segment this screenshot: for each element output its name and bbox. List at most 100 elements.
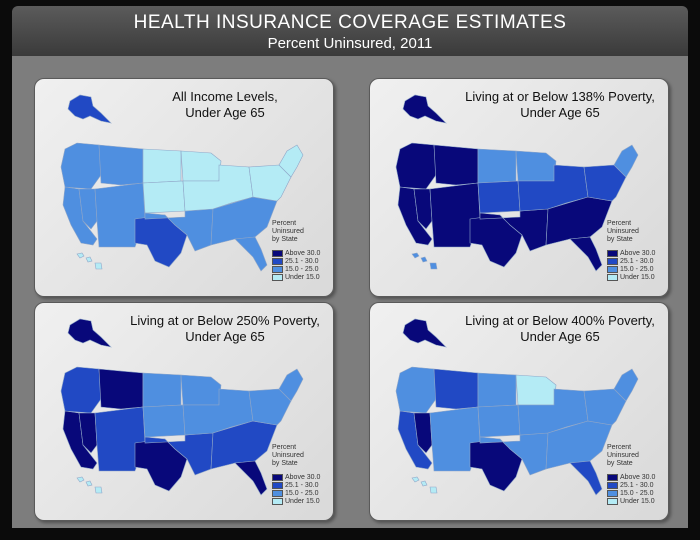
legend-label: Above 30.0 bbox=[620, 474, 656, 481]
panel-title-line2: Under Age 65 bbox=[185, 329, 265, 344]
legend-title-line: by State bbox=[272, 236, 298, 243]
region-florida bbox=[569, 236, 603, 272]
legend-title-line: Uninsured bbox=[607, 228, 639, 235]
region-upper-midwest bbox=[515, 374, 557, 406]
legend-swatch bbox=[607, 482, 618, 489]
panel-title-line1: Living at or Below 250% Poverty, bbox=[130, 313, 320, 328]
legend-item: Under 15.0 bbox=[607, 498, 667, 506]
panel-title: All Income Levels, Under Age 65 bbox=[125, 89, 325, 121]
legend-swatch bbox=[607, 490, 618, 497]
legend: Percent Uninsured by State Above 30.0 25.1 -… bbox=[607, 220, 667, 282]
us-map bbox=[395, 318, 639, 496]
legend-item: Under 15.0 bbox=[272, 274, 332, 282]
legend-title-line: Uninsured bbox=[272, 228, 304, 235]
region-hawaii bbox=[411, 476, 438, 494]
region-hawaii bbox=[411, 252, 438, 270]
legend-item: Above 30.0 bbox=[272, 250, 332, 258]
region-florida bbox=[234, 460, 268, 496]
region-northeast bbox=[278, 144, 304, 178]
legend-label: Under 15.0 bbox=[285, 498, 320, 505]
us-map bbox=[60, 318, 304, 496]
region-mountain-north bbox=[433, 368, 479, 410]
legend-label: 15.0 - 25.0 bbox=[620, 490, 654, 497]
region-northeast bbox=[613, 144, 639, 178]
region-mountain-north bbox=[433, 144, 479, 186]
legend-label: 15.0 - 25.0 bbox=[285, 266, 319, 273]
region-northwest bbox=[395, 366, 437, 414]
map-panel-138-poverty: Living at or Below 138% Poverty, Under A… bbox=[369, 78, 669, 297]
region-northwest bbox=[395, 142, 437, 190]
legend-label: 15.0 - 25.0 bbox=[620, 266, 654, 273]
region-florida bbox=[569, 460, 603, 496]
region-northern-plains bbox=[477, 372, 517, 408]
region-hawaii bbox=[76, 252, 103, 270]
panel-title-line1: Living at or Below 138% Poverty, bbox=[465, 89, 655, 104]
region-northeast bbox=[278, 368, 304, 402]
legend-item: 15.0 - 25.0 bbox=[607, 490, 667, 498]
legend-label: 15.0 - 25.0 bbox=[285, 490, 319, 497]
region-upper-midwest bbox=[180, 150, 222, 182]
map-board: All Income Levels, Under Age 65 Percent U… bbox=[12, 56, 688, 528]
region-nevada bbox=[78, 412, 98, 454]
region-central-plains bbox=[477, 404, 521, 438]
legend-swatch bbox=[272, 266, 283, 273]
legend-title: Percent Uninsured by State bbox=[272, 220, 332, 244]
legend-item: Above 30.0 bbox=[607, 474, 667, 482]
legend-label: Above 30.0 bbox=[620, 250, 656, 257]
legend-swatch bbox=[607, 250, 618, 257]
legend-label: 25.1 - 30.0 bbox=[285, 482, 319, 489]
legend-label: Under 15.0 bbox=[620, 274, 655, 281]
legend-title: Percent Uninsured by State bbox=[607, 220, 667, 244]
panel-title: Living at or Below 138% Poverty, Under A… bbox=[460, 89, 660, 121]
legend-item: Above 30.0 bbox=[272, 474, 332, 482]
legend-title: Percent Uninsured by State bbox=[607, 444, 667, 468]
legend-item: 25.1 - 30.0 bbox=[607, 258, 667, 266]
region-mountain-north bbox=[98, 368, 144, 410]
region-northeast bbox=[613, 368, 639, 402]
panel-title: Living at or Below 400% Poverty, Under A… bbox=[460, 313, 660, 345]
region-florida bbox=[234, 236, 268, 272]
region-nevada bbox=[413, 412, 433, 454]
panel-title-line2: Under Age 65 bbox=[185, 105, 265, 120]
region-alaska bbox=[67, 94, 112, 124]
region-nevada bbox=[413, 188, 433, 230]
region-alaska bbox=[402, 94, 447, 124]
us-map bbox=[395, 94, 639, 272]
region-northwest bbox=[60, 142, 102, 190]
region-hawaii bbox=[76, 476, 103, 494]
map-panel-250-poverty: Living at or Below 250% Poverty, Under A… bbox=[34, 302, 334, 521]
region-northern-plains bbox=[142, 372, 182, 408]
legend-swatch bbox=[272, 482, 283, 489]
legend: Percent Uninsured by State Above 30.0 25.1 -… bbox=[272, 220, 332, 282]
legend-title-line: by State bbox=[272, 460, 298, 467]
page-title: HEALTH INSURANCE COVERAGE ESTIMATES bbox=[133, 12, 567, 33]
region-nevada bbox=[78, 188, 98, 230]
legend-label: 25.1 - 30.0 bbox=[620, 258, 654, 265]
us-map bbox=[60, 94, 304, 272]
legend-swatch bbox=[607, 258, 618, 265]
panel-title-line1: All Income Levels, bbox=[172, 89, 278, 104]
legend-item: 15.0 - 25.0 bbox=[607, 266, 667, 274]
legend-item: Under 15.0 bbox=[607, 274, 667, 282]
legend-label: 25.1 - 30.0 bbox=[620, 482, 654, 489]
legend-item: 15.0 - 25.0 bbox=[272, 266, 332, 274]
legend-swatch bbox=[272, 250, 283, 257]
region-northern-plains bbox=[477, 148, 517, 184]
legend-item: 15.0 - 25.0 bbox=[272, 490, 332, 498]
legend: Percent Uninsured by State Above 30.0 25.1 -… bbox=[272, 444, 332, 506]
legend-swatch bbox=[272, 490, 283, 497]
map-panel-all-income: All Income Levels, Under Age 65 Percent U… bbox=[34, 78, 334, 297]
legend-item: 25.1 - 30.0 bbox=[272, 482, 332, 490]
region-northwest bbox=[60, 366, 102, 414]
legend-title-line: Percent bbox=[607, 220, 632, 227]
legend-label: Under 15.0 bbox=[620, 498, 655, 505]
legend-swatch bbox=[607, 474, 618, 481]
region-central-plains bbox=[142, 404, 186, 438]
region-upper-midwest bbox=[515, 150, 557, 182]
legend-title-line: Percent bbox=[607, 444, 632, 451]
legend-swatch bbox=[272, 498, 283, 505]
region-alaska bbox=[402, 318, 447, 348]
legend-title-line: Percent bbox=[272, 220, 297, 227]
legend-item: 25.1 - 30.0 bbox=[272, 258, 332, 266]
legend-item: Under 15.0 bbox=[272, 498, 332, 506]
